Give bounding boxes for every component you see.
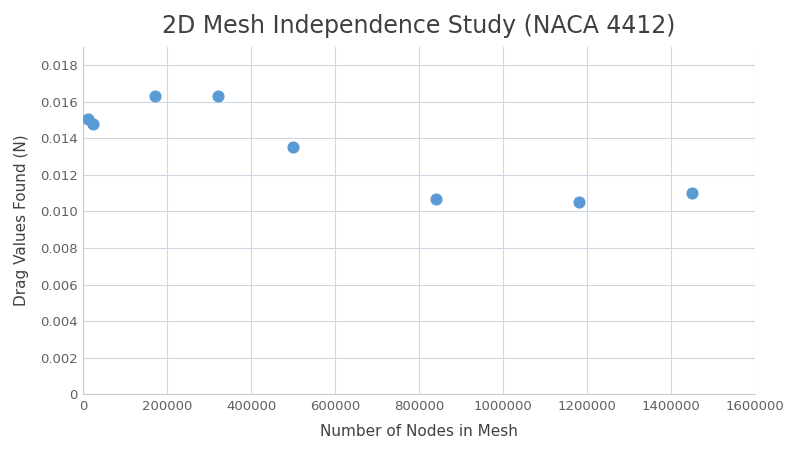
Point xyxy=(86,120,99,127)
X-axis label: Number of Nodes in Mesh: Number of Nodes in Mesh xyxy=(320,424,518,439)
Point xyxy=(211,92,224,100)
Point xyxy=(148,92,161,100)
Y-axis label: Drag Values Found (N): Drag Values Found (N) xyxy=(14,135,29,306)
Point xyxy=(286,143,299,150)
Point xyxy=(685,189,698,197)
Point xyxy=(81,116,94,123)
Point xyxy=(429,195,442,202)
Title: 2D Mesh Independence Study (NACA 4412): 2D Mesh Independence Study (NACA 4412) xyxy=(163,14,676,38)
Point xyxy=(572,199,585,206)
